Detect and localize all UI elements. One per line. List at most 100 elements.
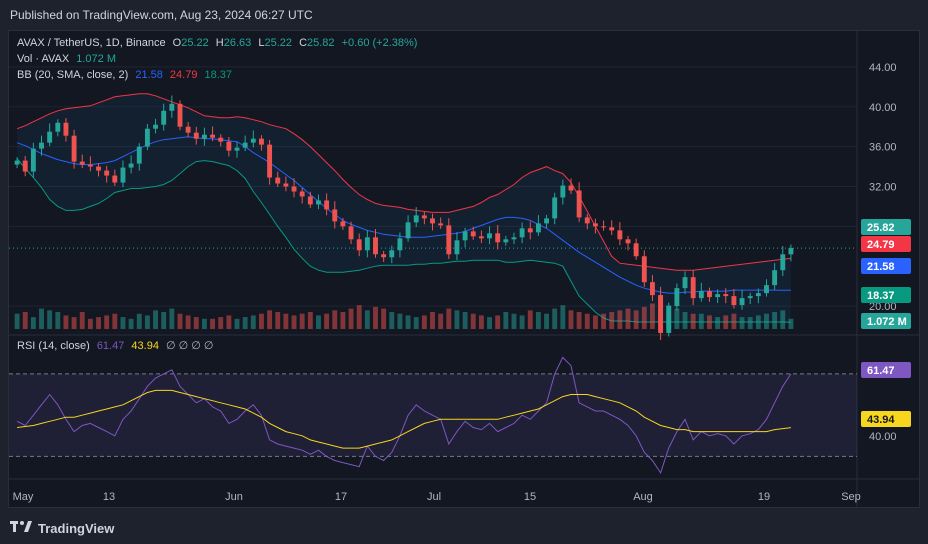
candle-body bbox=[764, 285, 769, 294]
volume-bar bbox=[87, 318, 93, 329]
volume-label: Vol · AVAX bbox=[17, 53, 70, 65]
candle-body bbox=[421, 215, 427, 219]
tradingview-logo-icon bbox=[10, 520, 32, 536]
candle-body bbox=[503, 239, 509, 243]
low-value: 25.22 bbox=[264, 37, 292, 49]
candle-body bbox=[120, 167, 126, 183]
candle bbox=[63, 118, 69, 142]
candle-body bbox=[47, 131, 53, 143]
candle-body bbox=[161, 110, 167, 125]
candle-body bbox=[373, 237, 378, 255]
candle bbox=[560, 179, 566, 205]
candle bbox=[364, 230, 370, 258]
volume-bar bbox=[405, 315, 411, 329]
volume-bar bbox=[112, 313, 118, 329]
candle bbox=[55, 119, 61, 137]
volume-bar bbox=[584, 313, 590, 329]
volume-bar bbox=[650, 303, 655, 329]
volume-bar bbox=[193, 317, 199, 329]
candle-body bbox=[210, 134, 216, 138]
rsi-legend: RSI (14, close) 61.47 43.94 ∅ ∅ ∅ ∅ bbox=[17, 339, 218, 352]
candle bbox=[144, 124, 150, 151]
volume-bar bbox=[299, 313, 305, 329]
candle-body bbox=[478, 236, 484, 239]
y-tick-label: 36.00 bbox=[869, 142, 897, 154]
volume-bar bbox=[495, 315, 501, 329]
bb-upper-value: 24.79 bbox=[169, 69, 198, 81]
candle bbox=[96, 163, 101, 177]
candle bbox=[723, 288, 729, 304]
candle-body bbox=[63, 122, 69, 136]
volume-bar bbox=[161, 312, 167, 329]
volume-bar bbox=[698, 313, 704, 329]
volume-bar bbox=[210, 318, 216, 329]
volume-bar bbox=[731, 313, 737, 329]
volume-bar bbox=[487, 317, 492, 329]
candle bbox=[519, 222, 525, 244]
candle-body bbox=[14, 160, 20, 165]
candle bbox=[30, 142, 36, 178]
volume-bar bbox=[633, 310, 639, 329]
candle-body bbox=[144, 128, 150, 147]
volume-bar bbox=[788, 318, 794, 329]
volume-bar bbox=[723, 315, 729, 329]
candle-body bbox=[674, 288, 680, 307]
rsi-tick-label: 40.00 bbox=[869, 431, 897, 443]
tradingview-brand: TradingView bbox=[38, 520, 115, 536]
candle-body bbox=[495, 233, 501, 243]
candle-body bbox=[552, 197, 558, 219]
candle-body bbox=[430, 218, 435, 224]
volume-bar bbox=[356, 305, 362, 329]
volume-bar bbox=[22, 312, 28, 329]
bb-lower-value: 18.37 bbox=[204, 69, 233, 81]
volume-bar bbox=[340, 312, 346, 329]
candle bbox=[316, 194, 321, 210]
volume-bar bbox=[39, 308, 44, 329]
candle bbox=[128, 155, 134, 174]
bb-upper-badge-text: 24.79 bbox=[867, 239, 895, 251]
volume-bar bbox=[535, 312, 541, 329]
x-tick-label: Jul bbox=[427, 491, 441, 503]
candle bbox=[552, 192, 558, 225]
candle-body bbox=[609, 227, 615, 231]
candle-body bbox=[307, 196, 313, 205]
candle-body bbox=[650, 282, 655, 296]
volume-bar bbox=[552, 308, 558, 329]
volume-bar bbox=[511, 313, 517, 329]
candle bbox=[389, 245, 395, 264]
bb-lower-badge: 18.37 bbox=[861, 287, 911, 303]
candle bbox=[601, 220, 607, 231]
rsi-value: 61.47 bbox=[96, 340, 125, 352]
x-tick-label: 13 bbox=[103, 491, 115, 503]
candle bbox=[478, 230, 484, 244]
volume-bar bbox=[568, 310, 574, 329]
volume-bar bbox=[169, 308, 175, 329]
rsi-ma-badge: 43.94 bbox=[861, 411, 911, 427]
volume-bar bbox=[120, 317, 126, 329]
bb-band-fill bbox=[17, 93, 791, 323]
volume-bar bbox=[332, 310, 338, 329]
volume-bar bbox=[446, 308, 452, 329]
rsi-label: RSI (14, close) bbox=[17, 340, 90, 352]
candle bbox=[487, 226, 492, 245]
candle bbox=[511, 232, 517, 245]
rsi-extra: ∅ ∅ ∅ ∅ bbox=[166, 340, 214, 352]
candle-body bbox=[185, 126, 191, 133]
candle-body bbox=[153, 124, 158, 129]
volume-bar bbox=[381, 308, 387, 329]
bb-band-area bbox=[17, 93, 791, 323]
rsi-ma-value: 43.94 bbox=[131, 340, 159, 352]
candle bbox=[747, 292, 753, 304]
high-label: H bbox=[215, 37, 224, 49]
candle-body bbox=[584, 217, 590, 224]
candle bbox=[259, 135, 264, 151]
candle bbox=[120, 160, 126, 188]
volume-bar bbox=[348, 308, 354, 329]
candle bbox=[226, 136, 232, 157]
y-tick-label: 20.00 bbox=[869, 301, 897, 313]
rsi-ma-badge-text: 43.94 bbox=[867, 414, 895, 426]
candle-body bbox=[462, 231, 468, 241]
candle-body bbox=[723, 294, 729, 297]
